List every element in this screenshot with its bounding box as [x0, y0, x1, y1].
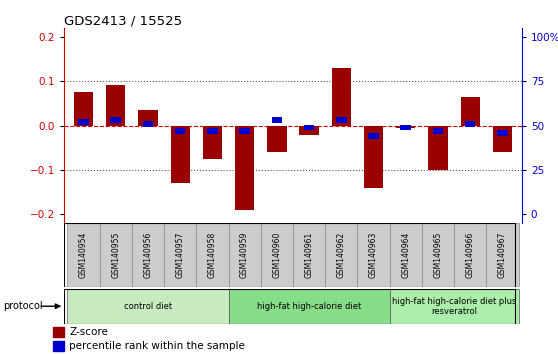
- Bar: [293, 223, 325, 287]
- Bar: [239, 128, 250, 134]
- Bar: [229, 289, 389, 324]
- Bar: [331, 68, 351, 126]
- Bar: [74, 92, 93, 126]
- Text: GDS2413 / 15525: GDS2413 / 15525: [64, 14, 182, 27]
- Text: GSM140958: GSM140958: [208, 232, 217, 278]
- Text: GSM140965: GSM140965: [434, 232, 442, 278]
- Bar: [460, 97, 480, 126]
- Bar: [53, 327, 64, 337]
- Bar: [357, 223, 389, 287]
- Bar: [53, 341, 64, 351]
- Text: GSM140964: GSM140964: [401, 232, 410, 278]
- Text: Z-score: Z-score: [69, 327, 108, 337]
- Text: GSM140966: GSM140966: [466, 232, 475, 278]
- Text: GSM140962: GSM140962: [337, 232, 346, 278]
- Text: GSM140954: GSM140954: [79, 232, 88, 278]
- Bar: [207, 128, 218, 134]
- Text: high-fat high-calorie diet plus
resveratrol: high-fat high-calorie diet plus resverat…: [392, 297, 516, 316]
- Bar: [171, 126, 190, 183]
- Text: GSM140963: GSM140963: [369, 232, 378, 278]
- Text: GSM140957: GSM140957: [176, 232, 185, 278]
- Text: GSM140955: GSM140955: [111, 232, 120, 278]
- Bar: [138, 110, 157, 126]
- Bar: [493, 126, 512, 152]
- Bar: [175, 128, 185, 134]
- Bar: [486, 223, 518, 287]
- Text: control diet: control diet: [124, 302, 172, 311]
- Bar: [364, 126, 383, 188]
- Bar: [110, 118, 121, 123]
- Text: percentile rank within the sample: percentile rank within the sample: [69, 341, 245, 351]
- Bar: [164, 223, 196, 287]
- Text: protocol: protocol: [3, 301, 42, 311]
- Bar: [261, 223, 293, 287]
- Bar: [196, 223, 229, 287]
- Bar: [267, 126, 286, 152]
- Bar: [68, 289, 229, 324]
- Text: GSM140967: GSM140967: [498, 232, 507, 278]
- Bar: [429, 126, 448, 170]
- Bar: [465, 121, 475, 127]
- Bar: [106, 85, 126, 126]
- Bar: [401, 125, 411, 130]
- Bar: [336, 118, 347, 123]
- Bar: [432, 128, 443, 134]
- Text: GSM140959: GSM140959: [240, 232, 249, 278]
- Text: GSM140956: GSM140956: [143, 232, 152, 278]
- Bar: [203, 126, 222, 159]
- Bar: [300, 126, 319, 135]
- Bar: [132, 223, 164, 287]
- Text: GSM140961: GSM140961: [305, 232, 314, 278]
- Bar: [422, 223, 454, 287]
- Bar: [454, 223, 486, 287]
- Bar: [68, 223, 100, 287]
- Text: high-fat high-calorie diet: high-fat high-calorie diet: [257, 302, 361, 311]
- Bar: [497, 130, 508, 136]
- Bar: [325, 223, 357, 287]
- Text: GSM140960: GSM140960: [272, 232, 281, 278]
- Bar: [368, 133, 379, 139]
- Bar: [389, 223, 422, 287]
- Bar: [235, 126, 254, 210]
- Bar: [304, 125, 314, 130]
- Bar: [229, 223, 261, 287]
- Bar: [78, 119, 89, 125]
- Bar: [100, 223, 132, 287]
- Bar: [143, 121, 153, 127]
- Bar: [389, 289, 518, 324]
- Bar: [272, 118, 282, 123]
- Bar: [396, 126, 415, 128]
